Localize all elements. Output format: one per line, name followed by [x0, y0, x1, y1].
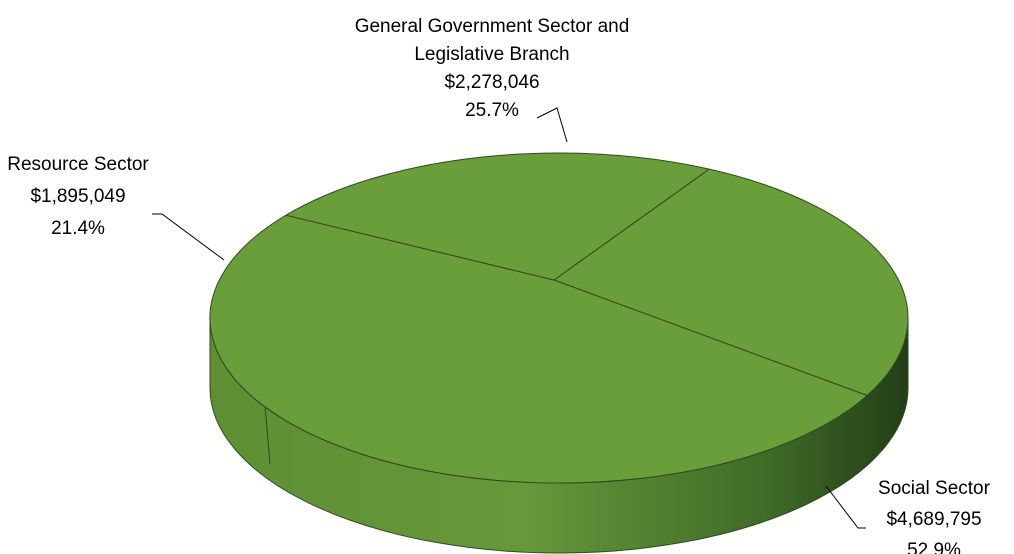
slice-label-social-line-1: Social Sector	[878, 478, 991, 499]
leader-line-social	[825, 485, 866, 529]
slice-label-resource-line-1: Resource Sector	[7, 154, 149, 175]
slice-label-social: Social Sector $4,689,795 52.9%	[878, 478, 991, 554]
slice-pct-social: 52.9%	[907, 540, 961, 554]
slice-label-general-government: General Government Sector and Legislativ…	[355, 16, 630, 121]
slice-label-general-government-line-1: General Government Sector and	[355, 16, 630, 37]
leader-line-general-government	[536, 107, 568, 143]
slice-value-social: $4,689,795	[886, 509, 981, 530]
pie-top-face	[209, 152, 909, 484]
slice-pct-resource: 21.4%	[51, 218, 105, 239]
slice-label-general-government-line-2: Legislative Branch	[414, 44, 569, 65]
slice-resource	[285, 152, 710, 281]
slice-value-general-government: $2,278,046	[444, 72, 539, 93]
slice-label-resource: Resource Sector $1,895,049 21.4%	[7, 154, 149, 239]
slice-social	[209, 214, 868, 484]
slice-general-government	[553, 168, 909, 396]
slice-pct-general-government: 25.7%	[465, 100, 519, 121]
leader-line-resource	[152, 213, 225, 261]
slice-value-resource: $1,895,049	[30, 186, 125, 207]
